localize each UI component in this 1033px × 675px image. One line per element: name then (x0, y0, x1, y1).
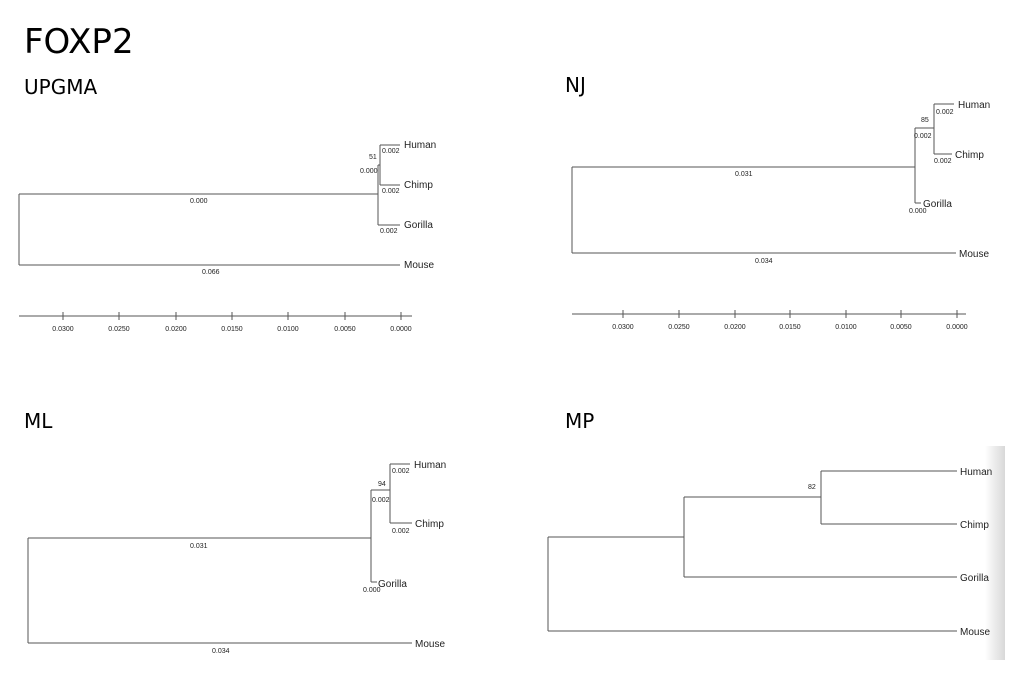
upgma-tree (18, 144, 400, 266)
tick-label: 0.0000 (946, 324, 968, 331)
branch-length-label: 0.031 (735, 171, 753, 178)
branch-length-label: 0.000 (190, 198, 208, 205)
tick-label: 0.0100 (835, 324, 857, 331)
taxon-label: Human (414, 460, 446, 471)
nj-panel: NJ Human Chimp Gorilla Mouse 0.002 0.002… (565, 73, 990, 331)
branch-length-label: 0.002 (934, 158, 952, 165)
branch-length-label: 0.002 (382, 188, 400, 195)
branch-length-label: 0.034 (755, 258, 773, 265)
tick-label: 0.0300 (52, 326, 74, 333)
upgma-panel: UPGMA Human Chimp Gorilla Mouse 0.002 0.… (18, 75, 436, 333)
taxon-label: Mouse (960, 627, 990, 638)
taxon-label: Gorilla (378, 579, 407, 590)
mp-panel-shade (985, 446, 1005, 660)
tick-label: 0.0150 (221, 326, 243, 333)
taxon-label: Human (960, 467, 992, 478)
branch-length-label: 0.002 (380, 228, 398, 235)
branch-length-label: 0.002 (392, 528, 410, 535)
taxon-label: Chimp (955, 150, 984, 161)
scale-axis (19, 312, 412, 320)
branch-length-label: 0.034 (212, 648, 230, 655)
bootstrap-label: 51 (369, 154, 377, 161)
taxon-label: Gorilla (923, 199, 952, 210)
taxon-label: Mouse (415, 639, 445, 650)
bootstrap-label: 85 (921, 117, 929, 124)
bootstrap-label: 82 (808, 484, 816, 491)
tick-label: 0.0200 (724, 324, 746, 331)
panel-title-nj: NJ (565, 73, 586, 97)
mp-tree (547, 470, 957, 632)
nj-tree (571, 103, 956, 254)
branch-length-label: 0.000 (363, 587, 381, 594)
branch-length-label: 0.002 (914, 133, 932, 140)
scale-axis (572, 310, 966, 318)
branch-length-label: 0.002 (372, 497, 390, 504)
taxon-label: Gorilla (404, 220, 433, 231)
branch-length-label: 0.002 (936, 109, 954, 116)
taxon-label: Chimp (404, 180, 433, 191)
taxon-label: Human (404, 140, 436, 151)
panel-title-mp: MP (565, 409, 594, 433)
branch-length-label: 0.002 (382, 148, 400, 155)
figure-title: FOXP2 (24, 22, 134, 62)
tick-label: 0.0200 (165, 326, 187, 333)
branch-length-label: 0.000 (360, 168, 378, 175)
tick-label: 0.0250 (668, 324, 690, 331)
tick-label: 0.0050 (334, 326, 356, 333)
tick-label: 0.0250 (108, 326, 130, 333)
ml-tree (27, 463, 412, 644)
branch-length-label: 0.000 (909, 208, 927, 215)
panel-title-ml: ML (24, 409, 53, 433)
taxon-label: Mouse (404, 260, 434, 271)
taxon-label: Chimp (960, 520, 989, 531)
panel-title-upgma: UPGMA (24, 75, 97, 99)
branch-length-label: 0.002 (392, 468, 410, 475)
taxon-label: Chimp (415, 519, 444, 530)
taxon-label: Human (958, 100, 990, 111)
tick-label: 0.0150 (779, 324, 801, 331)
taxon-label: Gorilla (960, 573, 989, 584)
branch-length-label: 0.031 (190, 543, 208, 550)
tick-label: 0.0300 (612, 324, 634, 331)
branch-length-label: 0.066 (202, 269, 220, 276)
tick-label: 0.0100 (277, 326, 299, 333)
tick-label: 0.0050 (890, 324, 912, 331)
bootstrap-label: 94 (378, 481, 386, 488)
taxon-label: Mouse (959, 249, 989, 260)
mp-panel: MP Human Chimp Gorilla Mouse 82 (547, 409, 992, 638)
ml-panel: ML Human Chimp Gorilla Mouse 0.002 0.002… (24, 409, 446, 655)
tick-label: 0.0000 (390, 326, 412, 333)
